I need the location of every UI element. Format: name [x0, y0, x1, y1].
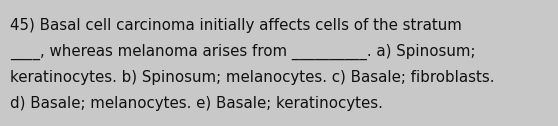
Text: ____, whereas melanoma arises from __________. a) Spinosum;: ____, whereas melanoma arises from _____…: [10, 44, 475, 60]
Text: keratinocytes. b) Spinosum; melanocytes. c) Basale; fibroblasts.: keratinocytes. b) Spinosum; melanocytes.…: [10, 70, 494, 85]
Text: d) Basale; melanocytes. e) Basale; keratinocytes.: d) Basale; melanocytes. e) Basale; kerat…: [10, 96, 383, 111]
Text: 45) Basal cell carcinoma initially affects cells of the stratum: 45) Basal cell carcinoma initially affec…: [10, 18, 462, 33]
